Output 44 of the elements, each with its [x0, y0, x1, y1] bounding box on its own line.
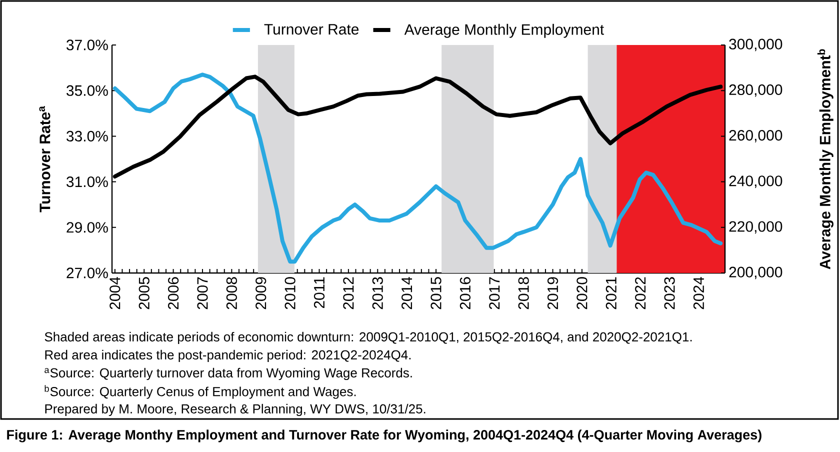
y2-tick-label: 200,000 — [729, 266, 782, 280]
x-tick-label: 2019 — [547, 277, 558, 310]
y-tick-label: 35.0% — [66, 85, 108, 96]
x-tick-label: 2010 — [284, 277, 296, 310]
text: Figure 1: Average Monthy Employment and Turnover Rate for Wyoming, 2004Q1-2024Q4 (4-Quarter Moving Averages) — [7, 430, 762, 442]
x-tick-label: 2005 — [138, 277, 150, 310]
x-tick-label: 2012 — [343, 277, 354, 310]
legend-label: Turnover Rate — [264, 24, 359, 35]
y2-axis-title: Average Monthly Employment$^{b}$ — [817, 49, 834, 270]
y2-tick-label: 300,000 — [729, 38, 782, 52]
x-tick-label: 2018 — [518, 277, 529, 310]
x-tick-label: 2006 — [168, 277, 179, 310]
x-tick-label: 2016 — [460, 277, 471, 310]
y-tick-label: 27.0% — [66, 268, 108, 278]
y-tick-label: 29.0% — [66, 222, 108, 233]
x-tick-label: 2009 — [256, 277, 266, 310]
text: $^{b}$Source: Quarterly Cenus of Employment and Wages. — [44, 385, 356, 399]
text: Shaded areas indicate periods of economic downturn: 2009Q1-2010Q1, 2015Q2-2016Q4, and 2020Q2-2021Q1. — [44, 332, 692, 344]
y-tick-label: 31.0% — [66, 176, 108, 188]
y-tick-label: 33.0% — [66, 130, 108, 142]
text: Prepared by M. Moore, Research & Planning, WY DWS, 10/31/25. — [45, 404, 426, 416]
y2-tick-label: 220,000 — [729, 221, 782, 234]
legend-label: Average Monthly Employment — [404, 24, 604, 38]
text: Red area indicates the post-pandemic period: 2021Q2-2024Q4. — [45, 350, 411, 362]
y2-tick-label: 240,000 — [729, 176, 782, 188]
x-tick-label: 2014 — [402, 276, 412, 310]
y2-tick-label: 280,000 — [729, 84, 782, 97]
x-tick-label: 2022 — [635, 277, 646, 310]
x-tick-label: 2015 — [430, 277, 442, 310]
x-tick-label: 2021 — [606, 277, 616, 310]
y2-tick-label: 260,000 — [729, 130, 782, 142]
x-tick-label: 2023 — [664, 277, 675, 310]
x-tick-label: 2011 — [314, 277, 325, 308]
x-tick-label: 2017 — [489, 277, 500, 310]
x-tick-label: 2007 — [197, 277, 208, 310]
text: $^{a}$Source: Quarterly turnover data from Wyoming Wage Records. — [44, 368, 412, 380]
line-series — [112, 72, 723, 264]
y-tick-label: 37.0% — [66, 40, 108, 50]
x-tick-label: 2013 — [372, 277, 383, 310]
x-tick-label: 2020 — [576, 277, 588, 310]
x-tick-label: 2004 — [110, 276, 120, 310]
x-tick-label: 2024 — [693, 276, 704, 310]
y-axis-title: Turnover Rate$^{a}$ — [39, 106, 50, 212]
x-tick-label: 2008 — [226, 277, 237, 310]
